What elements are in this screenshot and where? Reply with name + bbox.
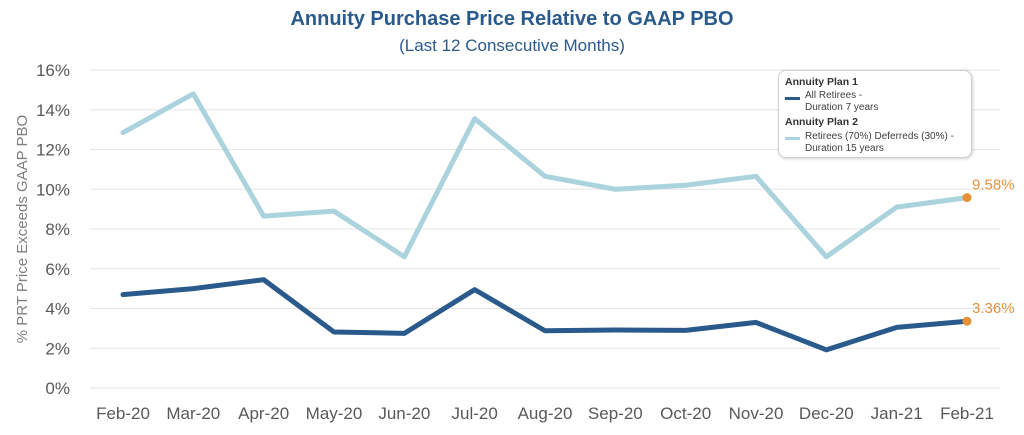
x-tick-label-9: Nov-20 [729,404,784,423]
y-tick-label-3: 6% [45,260,70,279]
x-tick-label-11: Jan-21 [871,404,923,423]
series-2-end-label: 9.58% [972,177,1015,194]
legend-series-2-name: Annuity Plan 2 [785,116,858,128]
y-tick-label-7: 14% [36,101,70,120]
legend-series-2-text-2: Duration 15 years [805,143,884,154]
legend-series-1-text-1: All Retirees - [805,90,863,101]
y-tick-label-8: 16% [36,61,70,80]
x-tick-label-10: Dec-20 [799,404,854,423]
series-1-end-label: 3.36% [972,300,1015,317]
x-tick-label-5: Jul-20 [452,404,498,423]
y-axis-label: % PRT Price Exceeds GAAP PBO [14,115,31,343]
x-tick-label-7: Sep-20 [588,404,643,423]
legend-series-2-swatch [785,137,800,140]
x-tick-label-3: May-20 [306,404,363,423]
x-tick-label-1: Mar-20 [166,404,220,423]
y-tick-label-2: 4% [45,300,70,319]
x-tick-label-2: Apr-20 [238,404,289,423]
y-tick-label-4: 8% [45,220,70,239]
series-line-2 [120,91,970,260]
legend-series-2-text-1: Retirees (70%) Deferreds (30%) - [805,131,954,142]
legend-series-1-swatch [785,97,800,100]
x-tick-label-12: Feb-21 [940,404,994,423]
y-tick-label-0: 0% [45,379,70,398]
x-tick-label-8: Oct-20 [660,404,711,423]
series-2-end-marker [962,193,972,203]
legend-series-1-name: Annuity Plan 1 [785,76,858,88]
y-tick-label-5: 10% [36,180,70,199]
x-tick-label-4: Jun-20 [378,404,430,423]
y-tick-label-1: 2% [45,339,70,358]
chart-subtitle: (Last 12 Consecutive Months) [399,36,625,55]
y-tick-label-6: 12% [36,141,70,160]
x-tick-label-0: Feb-20 [96,404,150,423]
x-tick-label-6: Aug-20 [518,404,573,423]
chart-title: Annuity Purchase Price Relative to GAAP … [290,8,734,30]
series-line-1 [120,277,970,353]
legend-series-1-text-2: Duration 7 years [805,102,879,113]
chart-legend: Annuity Plan 1 All Retirees - Duration 7… [778,70,972,158]
series-1-end-marker [962,316,972,326]
